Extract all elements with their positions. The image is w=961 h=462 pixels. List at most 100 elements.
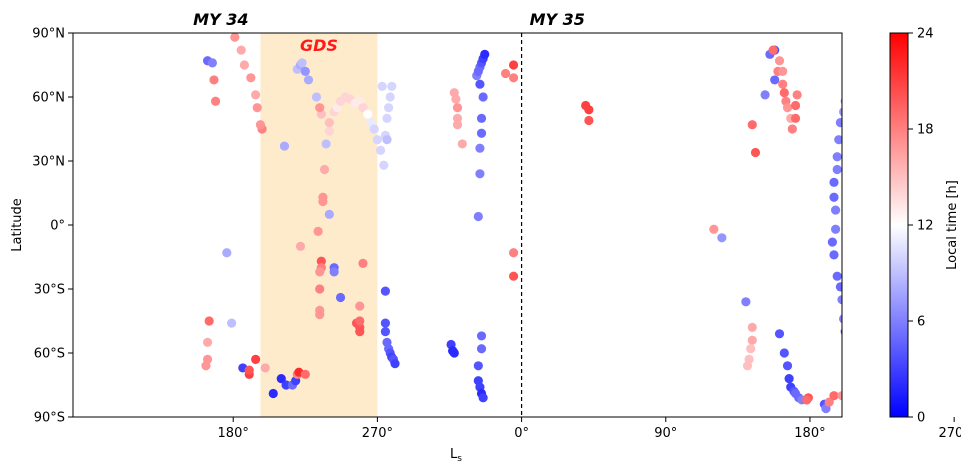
data-point — [451, 94, 461, 104]
data-point — [837, 295, 842, 305]
data-point — [919, 186, 928, 195]
data-point — [845, 80, 854, 89]
data-point — [929, 316, 938, 325]
colorbar-tick-label: 24 — [917, 27, 934, 42]
data-point — [937, 88, 946, 97]
data-point — [945, 344, 954, 353]
data-point — [476, 331, 487, 341]
data-point — [480, 49, 490, 59]
data-point — [929, 112, 938, 121]
data-point — [853, 97, 862, 106]
data-point — [279, 141, 290, 151]
data-point — [329, 267, 339, 277]
data-point — [868, 255, 877, 264]
data-point — [842, 338, 851, 347]
data-point — [922, 255, 931, 264]
data-point — [858, 28, 867, 37]
data-point — [782, 361, 793, 371]
colorbar-tick-label: 6 — [917, 315, 925, 330]
data-point — [869, 242, 878, 251]
data-point — [871, 229, 880, 238]
data-point — [937, 310, 946, 319]
data-point — [202, 354, 213, 364]
data-point — [921, 276, 930, 285]
data-point — [255, 120, 266, 130]
data-point — [207, 58, 217, 68]
data-point — [476, 344, 487, 354]
data-point — [372, 135, 382, 145]
data-point — [478, 92, 488, 102]
data-point — [363, 109, 373, 119]
data-point — [879, 129, 888, 138]
data-point — [790, 100, 801, 111]
data-point — [315, 267, 325, 277]
data-point — [476, 113, 487, 123]
data-point — [853, 45, 862, 54]
data-point — [779, 348, 789, 358]
data-point — [210, 96, 221, 106]
data-point — [868, 82, 877, 91]
data-point — [300, 369, 310, 379]
data-point — [879, 118, 888, 127]
data-point — [222, 248, 232, 258]
data-point — [829, 177, 839, 187]
data-point — [452, 103, 463, 113]
data-point — [385, 92, 395, 102]
data-point — [717, 233, 727, 243]
data-point — [281, 380, 291, 390]
data-point — [321, 139, 331, 149]
data-point — [377, 81, 387, 91]
data-point — [924, 139, 933, 148]
data-point — [369, 124, 379, 134]
data-point — [315, 284, 325, 294]
data-point — [919, 199, 928, 208]
data-point — [315, 103, 325, 113]
data-point — [311, 92, 322, 102]
data-point — [834, 135, 842, 145]
x-tick-label: 180° — [794, 426, 825, 441]
data-point — [319, 164, 330, 175]
data-point — [827, 237, 837, 247]
data-point — [934, 101, 943, 110]
data-point — [921, 154, 930, 163]
data-point — [787, 124, 797, 134]
scatter-points — [201, 28, 960, 414]
data-point — [921, 169, 930, 178]
data-point — [926, 88, 935, 97]
year-boundaries — [520, 33, 523, 417]
data-point — [829, 192, 839, 202]
data-point — [760, 90, 770, 100]
data-point — [830, 205, 841, 215]
y-tick-label: 60°N — [32, 91, 65, 106]
data-point — [382, 113, 392, 123]
data-point — [792, 90, 802, 100]
data-point — [251, 90, 261, 100]
data-point — [324, 118, 334, 128]
data-point — [930, 348, 939, 357]
data-point — [774, 56, 785, 66]
data-point — [832, 164, 842, 175]
data-point — [951, 71, 960, 80]
data-point — [741, 297, 751, 307]
data-point — [873, 80, 882, 89]
data-point — [922, 267, 931, 276]
data-point — [276, 374, 286, 384]
colorbar-label: Local time [h] — [945, 180, 960, 270]
gds-shaded-band — [260, 33, 378, 417]
data-point — [324, 126, 334, 136]
y-tick-label: 90°S — [34, 411, 65, 426]
x-tick-label: 90° — [654, 426, 677, 441]
data-point — [390, 359, 400, 369]
data-point — [355, 327, 365, 337]
y-tick-label: 30°N — [32, 155, 65, 170]
data-point — [473, 211, 483, 222]
data-point — [921, 297, 930, 306]
data-point — [937, 272, 946, 281]
data-point — [747, 120, 757, 130]
data-point — [835, 118, 842, 128]
data-point — [916, 240, 925, 249]
data-point — [746, 344, 756, 354]
data-point — [449, 348, 459, 358]
data-point — [932, 297, 941, 306]
y-axis-ticks: 90°N 60°N 30°N 0° 30°S 60°S 90°S — [32, 27, 73, 426]
